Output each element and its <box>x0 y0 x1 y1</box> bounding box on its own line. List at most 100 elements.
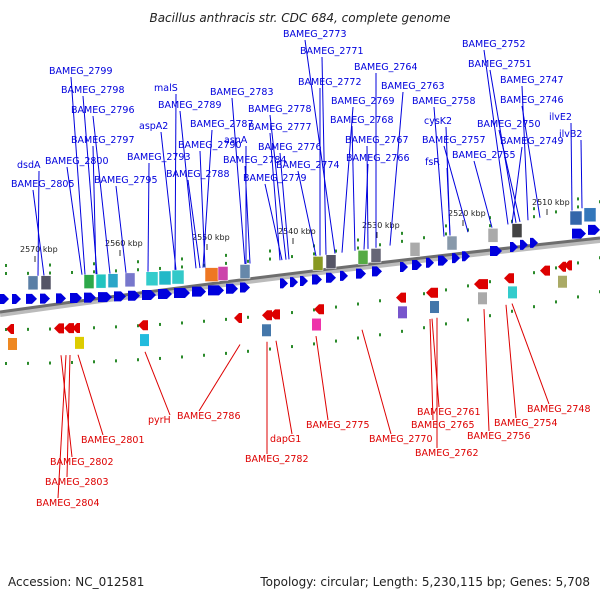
forward-leader-line <box>443 145 469 233</box>
forward-gene-label: BAMEG_2773 <box>283 29 347 40</box>
forward-gene-arrow <box>158 289 172 300</box>
reverse-leader-line <box>77 354 104 436</box>
forward-cog-box <box>312 256 324 271</box>
reverse-gene-label: BAMEG_2761 <box>417 407 481 418</box>
guide-dot <box>291 345 293 349</box>
guide-dot <box>93 262 95 266</box>
forward-gene-label: BAMEG_2764 <box>354 62 418 73</box>
guide-dot <box>49 271 51 275</box>
forward-cog-box <box>569 210 583 226</box>
guide-dot <box>357 238 359 242</box>
topology-summary: Topology: circular; Length: 5,230,115 bp… <box>260 575 590 589</box>
forward-cog-box <box>95 273 107 289</box>
reverse-leader-line <box>361 329 392 435</box>
guide-dot <box>115 325 117 329</box>
forward-gene-arrow <box>452 253 460 264</box>
forward-leader-line <box>66 166 83 275</box>
forward-leader-line <box>37 170 40 276</box>
forward-gene-arrow <box>40 293 50 304</box>
forward-cog-box <box>204 267 220 282</box>
forward-gene-arrow <box>240 282 250 293</box>
reverse-leader-line <box>66 355 71 478</box>
forward-gene-arrow <box>26 293 37 304</box>
reverse-gene-label: BAMEG_2762 <box>415 448 479 459</box>
forward-leader-line <box>264 183 283 261</box>
forward-gene-arrow <box>462 251 470 262</box>
forward-leader-line <box>498 129 521 223</box>
guide-dot <box>357 246 359 250</box>
guide-dot <box>489 280 491 284</box>
reverse-gene-label: BAMEG_2748 <box>527 404 591 415</box>
guide-dot <box>577 295 579 299</box>
forward-leader-line <box>521 105 541 218</box>
reverse-gene-arrow <box>396 292 406 303</box>
forward-leader-line <box>483 49 509 225</box>
forward-gene-label: BAMEG_2779 <box>243 173 307 184</box>
reverse-cog-box <box>140 334 149 347</box>
reverse-gene-arrow <box>64 323 74 334</box>
guide-dot <box>467 284 469 288</box>
forward-gene-label: BAMEG_2747 <box>500 75 564 86</box>
guide-dot <box>291 311 293 315</box>
forward-gene-arrow <box>280 278 288 289</box>
guide-dot <box>115 269 117 273</box>
guide-dot <box>93 360 95 364</box>
forward-gene-label: BAMEG_2798 <box>61 85 125 96</box>
reverse-cog-box <box>8 337 17 350</box>
reverse-gene-label: BAMEG_2756 <box>467 431 531 442</box>
reverse-gene-label: BAMEG_2803 <box>45 477 109 488</box>
gene-arrows <box>0 224 600 334</box>
forward-gene-arrow <box>290 277 298 288</box>
forward-gene-label: cysK2 <box>424 116 452 127</box>
forward-leader-line <box>231 97 246 265</box>
guide-dot <box>181 355 183 359</box>
guide-dot <box>247 349 249 353</box>
forward-cog-box <box>239 264 251 279</box>
forward-leader-line <box>279 152 290 260</box>
forward-cog-box <box>158 270 172 286</box>
guide-dot <box>291 255 293 259</box>
reverse-cog-box <box>75 336 84 349</box>
forward-leader-line <box>82 95 98 275</box>
forward-gene-label: BAMEG_2768 <box>330 115 394 126</box>
reverse-cog-box <box>508 286 517 299</box>
guide-dot <box>225 253 227 257</box>
forward-leader-line <box>187 179 201 269</box>
forward-leader-line <box>269 114 287 260</box>
forward-gene-label: BAMEG_2750 <box>477 119 541 130</box>
forward-gene-label: BAMEG_2769 <box>331 96 395 107</box>
guide-dot <box>423 292 425 296</box>
guide-dot <box>159 266 161 270</box>
scale-tick-label: 2560 kbp <box>105 239 143 248</box>
reverse-cog-box <box>312 318 321 331</box>
forward-leader-line <box>32 189 45 276</box>
reverse-gene-label: BAMEG_2782 <box>245 454 309 465</box>
guide-dot <box>159 356 161 360</box>
forward-leader-line <box>147 162 150 272</box>
forward-gene-label: ilvE2 <box>549 112 572 123</box>
forward-gene-label: BAMEG_2788 <box>166 169 230 180</box>
reverse-leader-line <box>429 319 434 421</box>
forward-gene-arrow <box>510 241 518 252</box>
forward-gene-label: BAMEG_2793 <box>127 152 191 163</box>
forward-leader-line <box>433 106 445 237</box>
reverse-gene-label: BAMEG_2765 <box>411 420 475 431</box>
reverse-leader-line <box>505 304 517 419</box>
forward-gene-label: BAMEG_2772 <box>298 77 362 88</box>
guide-dot <box>203 263 205 267</box>
guide-dot <box>203 319 205 323</box>
forward-gene-arrow <box>372 266 382 277</box>
guide-dot <box>313 252 315 256</box>
guide-dot <box>445 224 447 228</box>
guide-dot <box>357 336 359 340</box>
reverse-gene-label: BAMEG_2786 <box>177 411 241 422</box>
forward-gene-arrow <box>312 274 322 285</box>
reverse-gene-label: pyrH <box>148 415 171 426</box>
reverse-gene-label: BAMEG_2802 <box>50 457 114 468</box>
forward-gene-label: BAMEG_2755 <box>452 150 516 161</box>
forward-leader-line <box>70 76 86 275</box>
forward-gene-arrow <box>84 292 96 303</box>
forward-leader-line <box>389 91 404 246</box>
reverse-gene-label: BAMEG_2804 <box>36 498 100 509</box>
forward-gene-arrow <box>114 291 126 302</box>
